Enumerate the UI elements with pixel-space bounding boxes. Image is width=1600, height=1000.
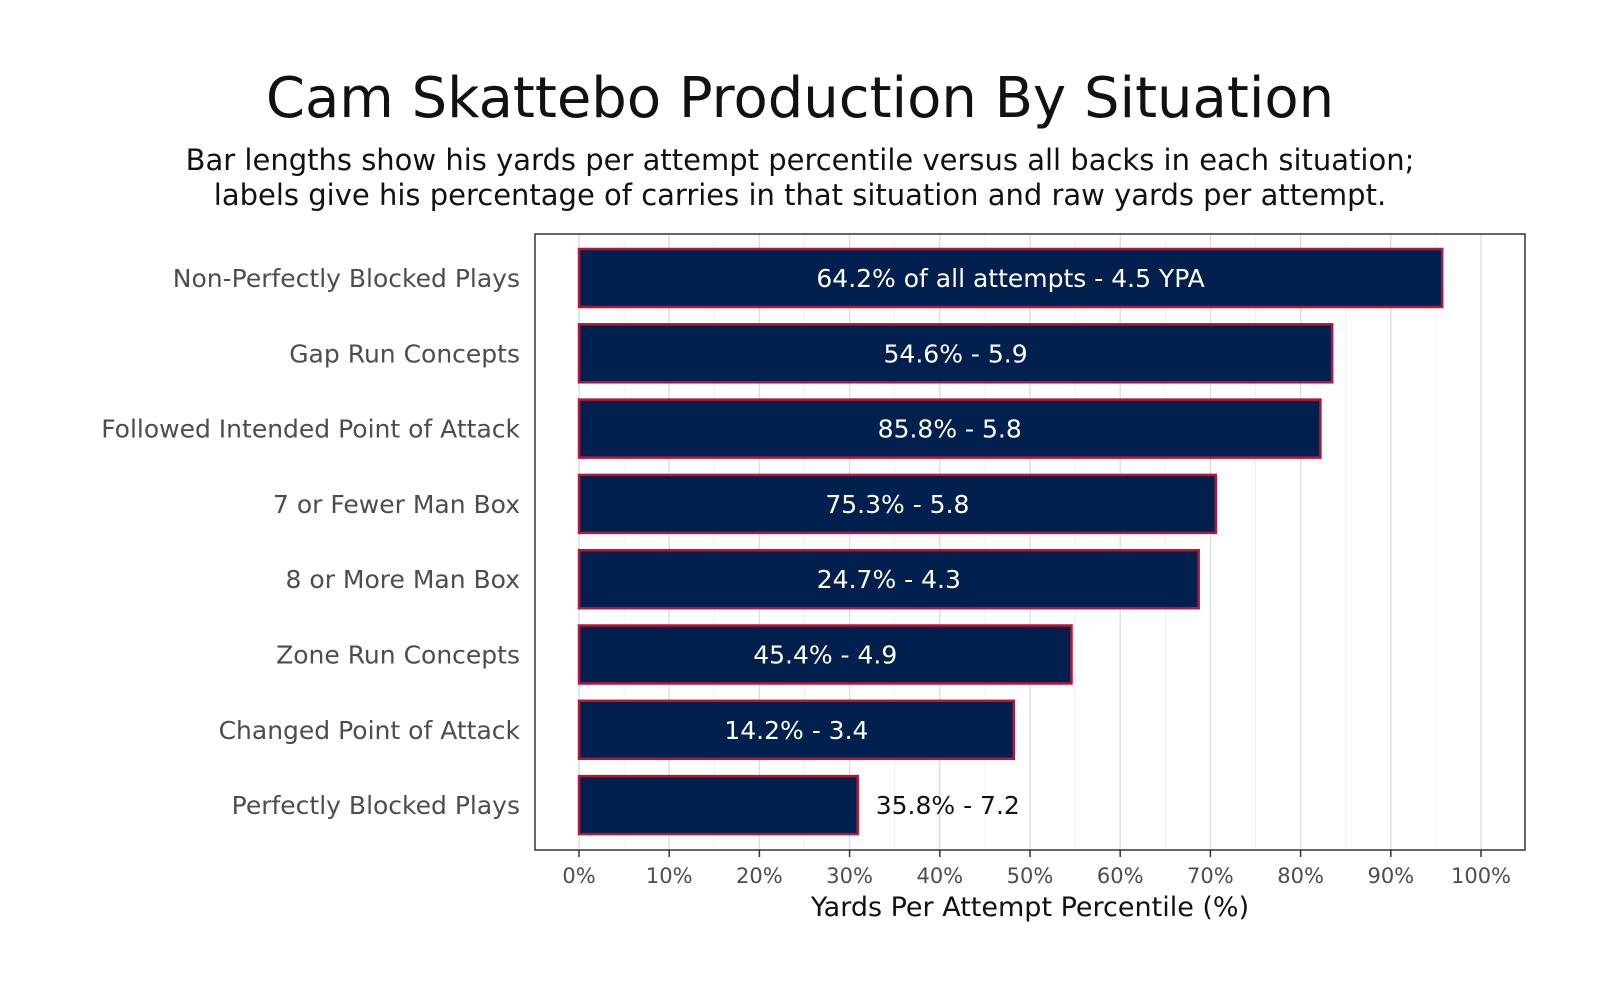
bar <box>577 323 1334 384</box>
bar-data-label: 35.8% - 7.2 <box>876 791 1020 820</box>
x-tick-label: 60% <box>1097 864 1144 888</box>
bar <box>577 548 1200 610</box>
x-axis-title: Yards Per Attempt Percentile (%) <box>810 892 1249 923</box>
x-tick-label: 90% <box>1367 864 1414 888</box>
x-tick-label: 20% <box>736 864 783 888</box>
bar <box>577 774 859 836</box>
bar-data-label: 85.8% - 5.8 <box>878 415 1022 444</box>
category-label: Gap Run Concepts <box>289 339 520 368</box>
x-tick-label: 10% <box>646 864 693 888</box>
x-tick-label: 80% <box>1277 864 1324 888</box>
bar-data-label: 54.6% - 5.9 <box>884 339 1028 368</box>
panel-border <box>534 233 1526 851</box>
category-label: 7 or Fewer Man Box <box>273 490 520 519</box>
chart-title: Cam Skattebo Production By Situation <box>265 66 1335 131</box>
category-label: Zone Run Concepts <box>276 641 520 670</box>
chart-subtitle-line-2: labels give his percentage of carries in… <box>213 178 1387 212</box>
bar-data-label: 14.2% - 3.4 <box>724 716 868 745</box>
x-tick-label: 50% <box>1007 864 1054 888</box>
category-label: Perfectly Blocked Plays <box>232 791 520 820</box>
category-labels: Non-Perfectly Blocked Plays Gap Run Conce… <box>101 264 520 820</box>
x-tick-label: 40% <box>916 864 963 888</box>
bar <box>577 398 1322 459</box>
bar-data-label: 24.7% - 4.3 <box>817 565 961 594</box>
category-label: 8 or More Man Box <box>286 565 520 594</box>
bar <box>577 624 1073 685</box>
category-label: Followed Intended Point of Attack <box>101 415 520 444</box>
category-label: Changed Point of Attack <box>219 716 521 745</box>
category-label: Non-Perfectly Blocked Plays <box>173 264 520 293</box>
x-tick-labels: 0% 10% 20% 30% 40% 50% 60% 70% 80% 90% 100% <box>562 850 1511 888</box>
bar <box>577 247 1444 309</box>
bar-data-label: 45.4% - 4.9 <box>753 641 897 670</box>
bar-data-label: 75.3% - 5.8 <box>825 490 969 519</box>
bar <box>577 473 1218 535</box>
bar-data-label: 64.2% of all attempts - 4.5 YPA <box>816 264 1204 293</box>
x-tick-label: 0% <box>562 864 595 888</box>
x-tick-label: 70% <box>1187 864 1234 888</box>
bars <box>577 247 1444 836</box>
bar-labels: 64.2% of all attempts - 4.5 YPA 54.6% - 5… <box>724 264 1204 820</box>
bar <box>577 699 1016 761</box>
chart-subtitle-line-1: Bar lengths show his yards per attempt p… <box>185 143 1415 177</box>
x-tick-label: 100% <box>1451 864 1511 888</box>
x-tick-label: 30% <box>826 864 873 888</box>
